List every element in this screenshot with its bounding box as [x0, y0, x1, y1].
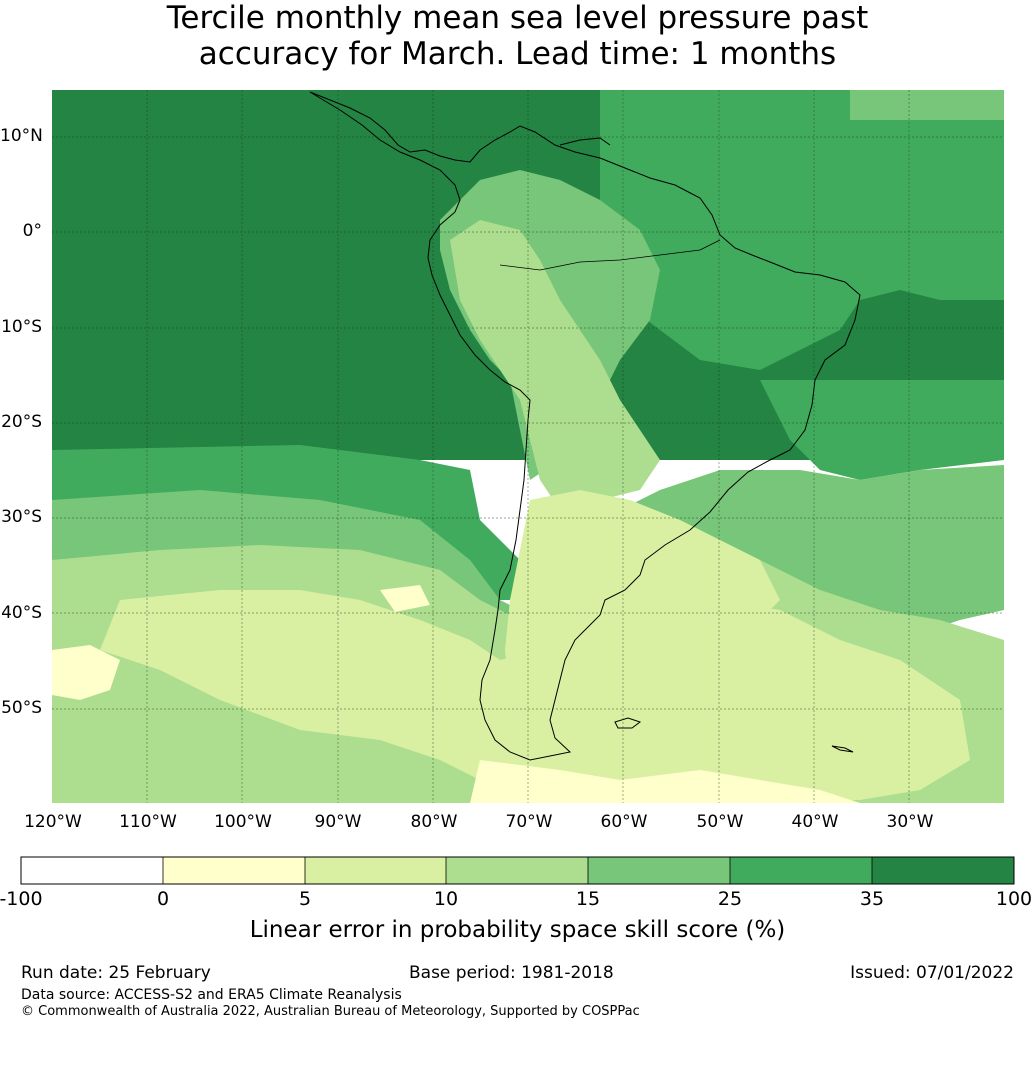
colorbar-segment-neg100-0: [21, 857, 163, 884]
copyright: © Commonwealth of Australia 2022, Austra…: [21, 1004, 640, 1019]
amazon-river: [499, 239, 721, 271]
title-line-2: accuracy for March. Lead time: 1 months: [198, 36, 837, 72]
band-0-5-mid: [380, 585, 430, 612]
lon-label-90w: 90°W: [314, 812, 362, 832]
skill-map: [20, 90, 1015, 885]
colorbar-segment-5-10: [305, 857, 446, 884]
lat-label-50s: 50°S: [1, 698, 42, 718]
issued-date: Issued: 07/01/2022: [850, 963, 1014, 983]
band-25-35-southern-pacific: [52, 445, 520, 600]
land-10-15-andes: [450, 220, 660, 510]
colorbar-segment-10-15: [446, 857, 588, 884]
lon-label-60w: 60°W: [600, 812, 648, 832]
lon-label-70w: 70°W: [505, 812, 553, 832]
colorbar-tick: 0: [156, 888, 170, 910]
colorbar-segment-35-100: [872, 857, 1014, 884]
band-15-25-north-east: [850, 90, 1004, 120]
colorbar: [20, 856, 1015, 885]
lon-label-50w: 50°W: [696, 812, 744, 832]
central-america-coast: [309, 91, 861, 761]
lon-label-40w: 40°W: [791, 812, 839, 832]
chart-title: Tercile monthly mean sea level pressure …: [0, 0, 1035, 72]
colorbar-tick: 15: [575, 888, 601, 910]
lat-label-40s: 40°S: [1, 603, 42, 623]
lat-label-20s: 20°S: [1, 412, 42, 432]
lat-label-10s: 10°S: [1, 317, 42, 337]
lon-label-100w: 100°W: [214, 812, 272, 832]
band-25-35-east: [600, 90, 1004, 370]
lon-label-30w: 30°W: [886, 812, 934, 832]
band-0-5-west: [52, 645, 120, 700]
falkland-islands: [614, 717, 642, 729]
colorbar-tick: 35: [859, 888, 885, 910]
land-5-10-south-america: [505, 490, 780, 740]
colorbar-tick: 25: [717, 888, 743, 910]
data-source: Data source: ACCESS-S2 and ERA5 Climate …: [21, 987, 402, 1003]
graticule: [52, 90, 1004, 803]
band-25-35-atlantic-mid: [760, 380, 1004, 480]
lon-label-120w: 120°W: [24, 812, 82, 832]
south-georgia: [831, 745, 854, 753]
colorbar-label: Linear error in probability space skill …: [249, 917, 786, 943]
title-line-1: Tercile monthly mean sea level pressure …: [166, 0, 869, 36]
caribbean-islands: [559, 137, 611, 146]
colorbar-tick: 10: [433, 888, 459, 910]
coastlines: [309, 91, 861, 761]
run-date: Run date: 25 February: [21, 963, 211, 983]
lon-label-80w: 80°W: [410, 812, 458, 832]
band-0-5-south: [470, 760, 860, 803]
colorbar-tick: 100: [995, 888, 1033, 910]
lat-label-0: 0°: [22, 221, 42, 241]
colorbar-tick: 5: [298, 888, 312, 910]
lat-label-10n: 10°N: [0, 126, 43, 146]
lon-label-110w: 110°W: [119, 812, 177, 832]
lat-label-30s: 30°S: [1, 507, 42, 527]
base-period: Base period: 1981-2018: [409, 963, 614, 983]
colorbar-segment-25-35: [730, 857, 872, 884]
colorbar-tick: -100: [0, 888, 43, 910]
colorbar-segment-15-25: [588, 857, 730, 884]
colorbar-segment-0-5: [163, 857, 305, 884]
colorbar-outline: [20, 856, 1015, 885]
